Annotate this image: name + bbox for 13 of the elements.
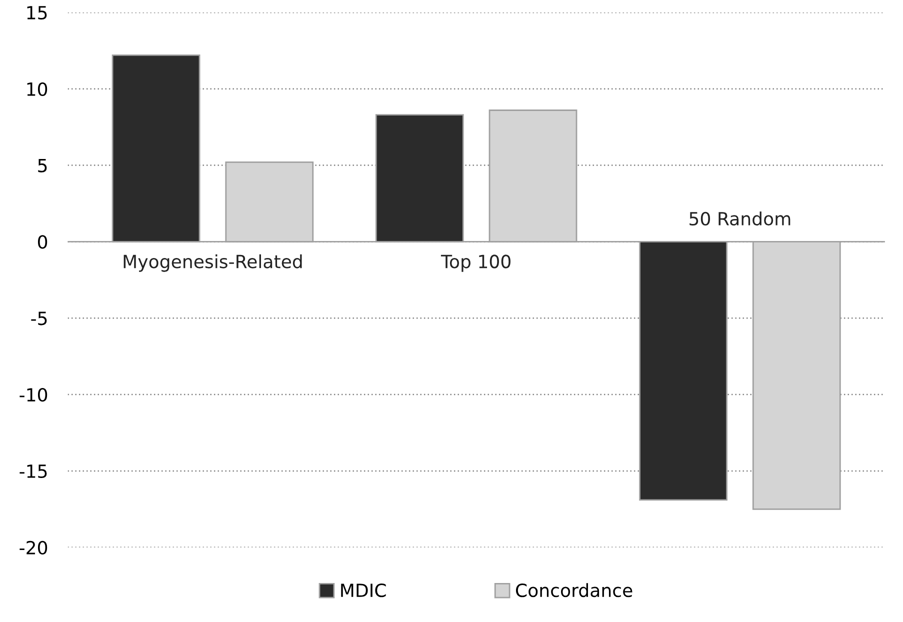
y-tick-label: -15 — [20, 464, 47, 478]
x-tick-label: Top 100 — [440, 254, 510, 272]
x-tick-label: Myogenesis-Related — [124, 254, 302, 272]
x-tick-label: 50 Random — [690, 212, 790, 226]
y-tick-label: -20 — [20, 540, 48, 554]
y-tick-label: 15 — [27, 6, 47, 20]
y-tick-label: 5 — [38, 158, 47, 172]
y-tick-label: -5 — [31, 312, 47, 326]
y-tick-label: -10 — [20, 388, 48, 402]
y-tick-label: 0 — [38, 235, 48, 249]
legend-label: Concordance — [516, 583, 632, 598]
y-tick-label: 10 — [27, 82, 48, 96]
legend-label: MDIC — [341, 583, 386, 598]
